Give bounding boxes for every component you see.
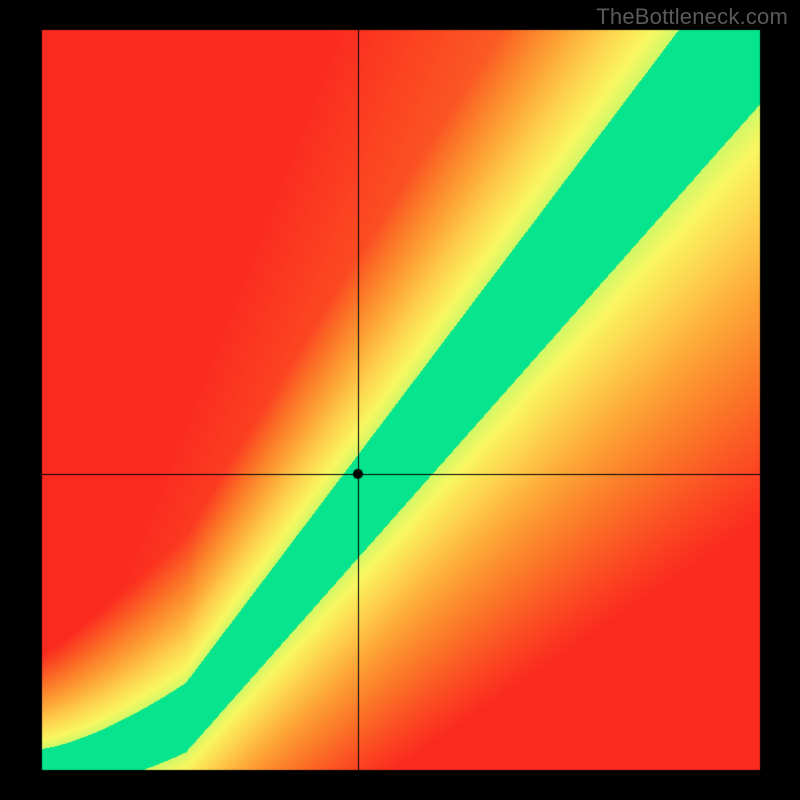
- bottleneck-heatmap: [0, 0, 800, 800]
- watermark-text: TheBottleneck.com: [596, 4, 788, 30]
- chart-container: TheBottleneck.com: [0, 0, 800, 800]
